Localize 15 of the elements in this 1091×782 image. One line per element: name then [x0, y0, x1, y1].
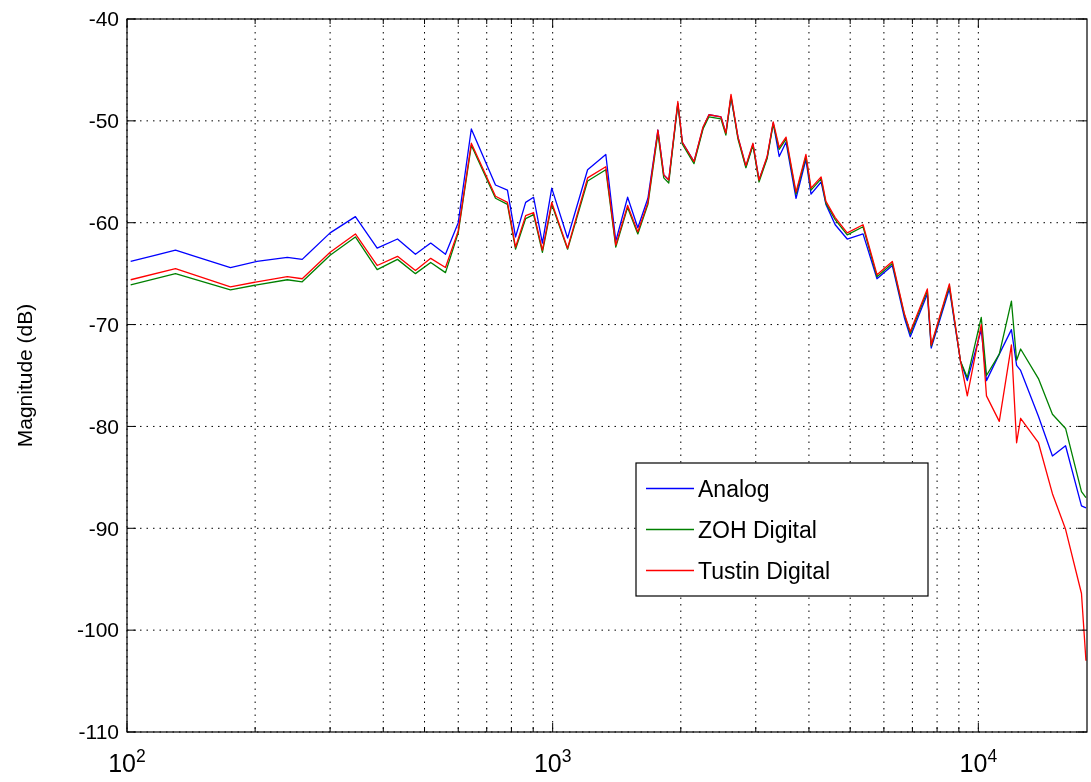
legend-label: Tustin Digital [698, 557, 831, 584]
y-tick-label: -90 [88, 516, 119, 540]
y-tick-label: -80 [88, 414, 119, 438]
legend-label: ZOH Digital [698, 516, 817, 543]
x-tick-label: 10$^{2}$ [108, 746, 146, 777]
y-tick-label: -60 [88, 211, 119, 235]
y-tick-label: -40 [88, 7, 119, 31]
y-tick-label: -50 [88, 109, 119, 133]
y-tick-label: -100 [76, 618, 119, 642]
y-tick-label: -110 [78, 720, 119, 744]
x-tick-label: 10$^{3}$ [533, 746, 572, 777]
y-tick-label: -70 [88, 312, 119, 336]
legend-label: Analog [698, 475, 770, 502]
y-axis-title: Magnitude (dB) [13, 303, 36, 448]
x-tick-label: 10$^{4}$ [959, 746, 998, 777]
